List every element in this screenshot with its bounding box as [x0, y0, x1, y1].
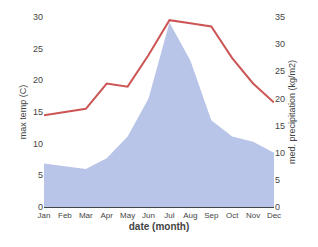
svg-text:35: 35	[275, 12, 285, 22]
svg-text:date (month): date (month)	[129, 221, 190, 232]
svg-text:Oct: Oct	[226, 211, 239, 220]
svg-text:Jan: Jan	[38, 211, 51, 220]
svg-text:Nov: Nov	[246, 211, 260, 220]
svg-text:Mar: Mar	[79, 211, 93, 220]
svg-text:med. precipitation (kg/m2): med. precipitation (kg/m2)	[287, 60, 297, 164]
svg-text:20: 20	[33, 75, 43, 85]
svg-text:15: 15	[33, 107, 43, 117]
svg-text:May: May	[120, 211, 135, 220]
svg-text:Dec: Dec	[267, 211, 281, 220]
svg-text:20: 20	[275, 94, 285, 104]
svg-text:0: 0	[275, 202, 280, 212]
svg-text:15: 15	[275, 121, 285, 131]
svg-text:Sep: Sep	[204, 211, 219, 220]
svg-text:10: 10	[275, 148, 285, 158]
svg-text:25: 25	[33, 44, 43, 54]
svg-text:5: 5	[275, 175, 280, 185]
svg-text:30: 30	[275, 39, 285, 49]
svg-text:0: 0	[38, 202, 43, 212]
svg-text:10: 10	[33, 139, 43, 149]
svg-text:Aug: Aug	[183, 211, 197, 220]
svg-text:max temp (C): max temp (C)	[18, 85, 28, 140]
svg-text:Apr: Apr	[101, 211, 114, 220]
svg-text:5: 5	[38, 170, 43, 180]
svg-text:30: 30	[33, 12, 43, 22]
svg-text:25: 25	[275, 66, 285, 76]
svg-text:Jun: Jun	[142, 211, 155, 220]
svg-text:Jul: Jul	[164, 211, 174, 220]
svg-text:Feb: Feb	[58, 211, 72, 220]
